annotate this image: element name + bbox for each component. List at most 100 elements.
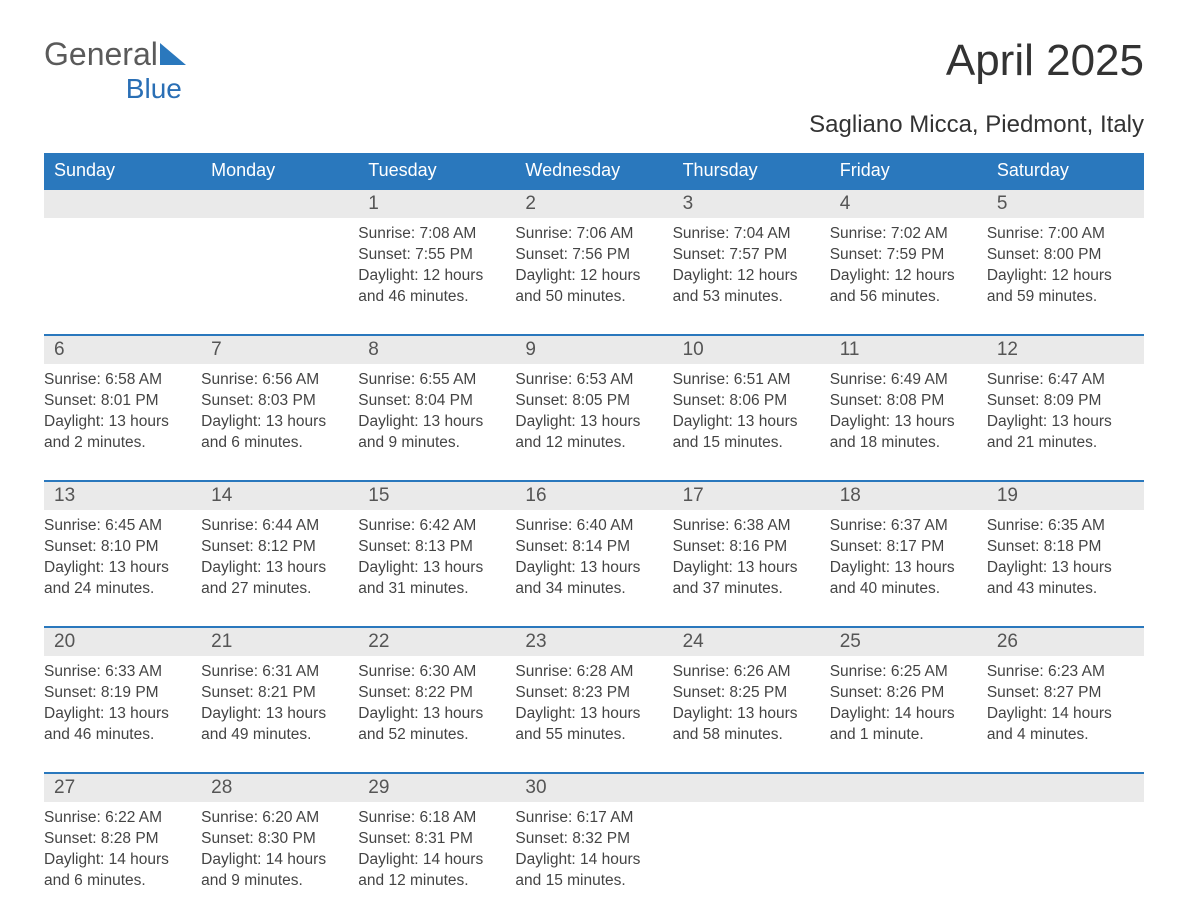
day-cell: 6Sunrise: 6:58 AMSunset: 8:01 PMDaylight…	[44, 334, 201, 480]
sunrise-text: Sunrise: 6:56 AM	[201, 370, 348, 390]
sunset-text: Sunset: 8:05 PM	[515, 391, 662, 411]
day-content: Sunrise: 6:18 AMSunset: 8:31 PMDaylight:…	[358, 802, 515, 892]
calendar-header-cell: Sunday	[44, 153, 201, 188]
day-cell: 5Sunrise: 7:00 AMSunset: 8:00 PMDaylight…	[987, 188, 1144, 334]
daylight-line-1: Daylight: 12 hours	[515, 266, 662, 286]
daylight-line-2: and 24 minutes.	[44, 579, 191, 599]
day-number: 20	[44, 628, 201, 656]
day-cell: 3Sunrise: 7:04 AMSunset: 7:57 PMDaylight…	[673, 188, 830, 334]
logo-triangle-icon	[160, 43, 186, 70]
day-content: Sunrise: 6:33 AMSunset: 8:19 PMDaylight:…	[44, 656, 201, 746]
day-content: Sunrise: 6:45 AMSunset: 8:10 PMDaylight:…	[44, 510, 201, 600]
day-cell: 22Sunrise: 6:30 AMSunset: 8:22 PMDayligh…	[358, 626, 515, 772]
day-cell: 30Sunrise: 6:17 AMSunset: 8:32 PMDayligh…	[515, 772, 672, 918]
sunset-text: Sunset: 8:10 PM	[44, 537, 191, 557]
daylight-line-2: and 37 minutes.	[673, 579, 820, 599]
calendar-body: 1Sunrise: 7:08 AMSunset: 7:55 PMDaylight…	[44, 188, 1144, 918]
day-cell: 19Sunrise: 6:35 AMSunset: 8:18 PMDayligh…	[987, 480, 1144, 626]
day-cell: 10Sunrise: 6:51 AMSunset: 8:06 PMDayligh…	[673, 334, 830, 480]
sunset-text: Sunset: 8:23 PM	[515, 683, 662, 703]
daylight-line-1: Daylight: 12 hours	[358, 266, 505, 286]
sunrise-text: Sunrise: 6:42 AM	[358, 516, 505, 536]
location-subtitle: Sagliano Micca, Piedmont, Italy	[44, 111, 1144, 139]
calendar-header-cell: Tuesday	[358, 153, 515, 188]
daylight-line-1: Daylight: 14 hours	[201, 850, 348, 870]
daylight-line-2: and 4 minutes.	[987, 725, 1134, 745]
sunrise-text: Sunrise: 7:02 AM	[830, 224, 977, 244]
day-cell: 21Sunrise: 6:31 AMSunset: 8:21 PMDayligh…	[201, 626, 358, 772]
day-cell: 28Sunrise: 6:20 AMSunset: 8:30 PMDayligh…	[201, 772, 358, 918]
daylight-line-2: and 6 minutes.	[201, 433, 348, 453]
day-content: Sunrise: 6:40 AMSunset: 8:14 PMDaylight:…	[515, 510, 672, 600]
daylight-line-1: Daylight: 13 hours	[44, 558, 191, 578]
day-cell: 25Sunrise: 6:25 AMSunset: 8:26 PMDayligh…	[830, 626, 987, 772]
daylight-line-1: Daylight: 14 hours	[830, 704, 977, 724]
day-cell: 15Sunrise: 6:42 AMSunset: 8:13 PMDayligh…	[358, 480, 515, 626]
daylight-line-1: Daylight: 13 hours	[44, 704, 191, 724]
sunrise-text: Sunrise: 6:38 AM	[673, 516, 820, 536]
daylight-line-1: Daylight: 13 hours	[987, 412, 1134, 432]
daylight-line-2: and 55 minutes.	[515, 725, 662, 745]
day-content: Sunrise: 6:20 AMSunset: 8:30 PMDaylight:…	[201, 802, 358, 892]
sunset-text: Sunset: 8:19 PM	[44, 683, 191, 703]
day-cell: 8Sunrise: 6:55 AMSunset: 8:04 PMDaylight…	[358, 334, 515, 480]
sunset-text: Sunset: 8:16 PM	[673, 537, 820, 557]
sunset-text: Sunset: 8:01 PM	[44, 391, 191, 411]
daylight-line-1: Daylight: 13 hours	[830, 412, 977, 432]
daylight-line-2: and 53 minutes.	[673, 287, 820, 307]
daylight-line-2: and 6 minutes.	[44, 871, 191, 891]
day-cell: 23Sunrise: 6:28 AMSunset: 8:23 PMDayligh…	[515, 626, 672, 772]
daylight-line-1: Daylight: 13 hours	[358, 704, 505, 724]
daylight-line-2: and 31 minutes.	[358, 579, 505, 599]
day-number: 27	[44, 774, 201, 802]
daylight-line-2: and 1 minute.	[830, 725, 977, 745]
daylight-line-1: Daylight: 13 hours	[44, 412, 191, 432]
daylight-line-1: Daylight: 14 hours	[515, 850, 662, 870]
daylight-line-2: and 15 minutes.	[673, 433, 820, 453]
day-cell	[673, 772, 830, 918]
calendar-header-cell: Friday	[830, 153, 987, 188]
calendar: SundayMondayTuesdayWednesdayThursdayFrid…	[44, 153, 1144, 918]
day-cell: 29Sunrise: 6:18 AMSunset: 8:31 PMDayligh…	[358, 772, 515, 918]
day-cell: 13Sunrise: 6:45 AMSunset: 8:10 PMDayligh…	[44, 480, 201, 626]
day-number: 8	[358, 336, 515, 364]
day-content: Sunrise: 6:42 AMSunset: 8:13 PMDaylight:…	[358, 510, 515, 600]
sunrise-text: Sunrise: 6:18 AM	[358, 808, 505, 828]
sunrise-text: Sunrise: 7:04 AM	[673, 224, 820, 244]
daylight-line-1: Daylight: 12 hours	[830, 266, 977, 286]
sunrise-text: Sunrise: 6:37 AM	[830, 516, 977, 536]
daylight-line-2: and 34 minutes.	[515, 579, 662, 599]
day-number: 14	[201, 482, 358, 510]
day-number: 24	[673, 628, 830, 656]
day-cell: 1Sunrise: 7:08 AMSunset: 7:55 PMDaylight…	[358, 188, 515, 334]
daylight-line-2: and 12 minutes.	[358, 871, 505, 891]
sunset-text: Sunset: 8:25 PM	[673, 683, 820, 703]
sunset-text: Sunset: 8:22 PM	[358, 683, 505, 703]
day-cell: 7Sunrise: 6:56 AMSunset: 8:03 PMDaylight…	[201, 334, 358, 480]
daylight-line-1: Daylight: 14 hours	[358, 850, 505, 870]
day-number: 5	[987, 190, 1144, 218]
daylight-line-2: and 56 minutes.	[830, 287, 977, 307]
daylight-line-2: and 21 minutes.	[987, 433, 1134, 453]
daylight-line-1: Daylight: 13 hours	[987, 558, 1134, 578]
day-content: Sunrise: 6:44 AMSunset: 8:12 PMDaylight:…	[201, 510, 358, 600]
day-number: 9	[515, 336, 672, 364]
day-number: 30	[515, 774, 672, 802]
calendar-header-cell: Monday	[201, 153, 358, 188]
sunset-text: Sunset: 8:03 PM	[201, 391, 348, 411]
page-header: General Blue April 2025	[44, 36, 1144, 105]
day-number: 16	[515, 482, 672, 510]
day-number	[201, 190, 358, 218]
sunset-text: Sunset: 8:12 PM	[201, 537, 348, 557]
sunrise-text: Sunrise: 6:35 AM	[987, 516, 1134, 536]
sunrise-text: Sunrise: 6:26 AM	[673, 662, 820, 682]
sunset-text: Sunset: 8:14 PM	[515, 537, 662, 557]
sunrise-text: Sunrise: 6:17 AM	[515, 808, 662, 828]
day-number	[673, 774, 830, 802]
sunset-text: Sunset: 8:06 PM	[673, 391, 820, 411]
day-number: 15	[358, 482, 515, 510]
sunrise-text: Sunrise: 6:30 AM	[358, 662, 505, 682]
day-number: 28	[201, 774, 358, 802]
day-number	[830, 774, 987, 802]
day-cell: 12Sunrise: 6:47 AMSunset: 8:09 PMDayligh…	[987, 334, 1144, 480]
